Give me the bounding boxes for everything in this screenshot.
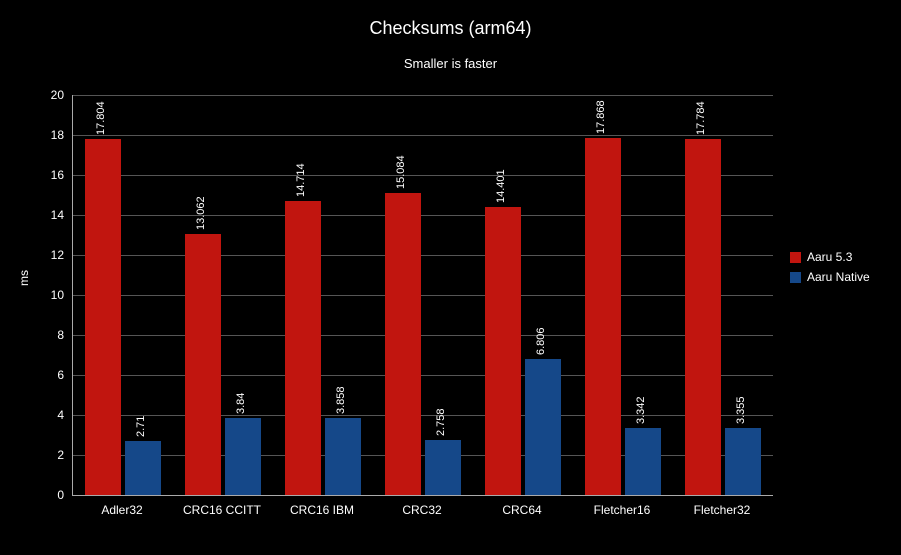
bar xyxy=(485,207,521,495)
bar xyxy=(125,441,161,495)
grid-line xyxy=(73,455,773,456)
y-tick-label: 4 xyxy=(57,408,64,422)
bar-value-label: 15.084 xyxy=(395,156,407,190)
y-axis-label: ms xyxy=(17,270,31,286)
bar-value-label: 3.355 xyxy=(735,396,747,424)
bar-value-label: 3.342 xyxy=(635,397,647,425)
bar xyxy=(585,138,621,495)
y-tick-label: 0 xyxy=(57,488,64,502)
legend: Aaru 5.3 Aaru Native xyxy=(790,250,870,290)
x-tick-label: CRC64 xyxy=(502,503,541,517)
bar xyxy=(725,428,761,495)
x-tick-label: CRC16 CCITT xyxy=(183,503,261,517)
chart-title: Checksums (arm64) xyxy=(0,18,901,39)
legend-label: Aaru Native xyxy=(807,270,870,284)
x-tick-label: Adler32 xyxy=(101,503,142,517)
bar-value-label: 13.062 xyxy=(195,196,207,230)
y-tick-label: 16 xyxy=(51,168,64,182)
x-tick-label: Fletcher16 xyxy=(594,503,651,517)
bar xyxy=(425,440,461,495)
plot-area: 17.804 2.71 13.062 3.84 14.714 3.858 15.084 2.7… xyxy=(72,95,773,496)
bar-value-label: 17.868 xyxy=(595,100,607,134)
bar-value-label: 3.84 xyxy=(235,393,247,414)
grid-line xyxy=(73,215,773,216)
bar xyxy=(325,418,361,495)
y-tick-label: 8 xyxy=(57,328,64,342)
bar-value-label: 17.784 xyxy=(695,102,707,136)
y-tick-label: 12 xyxy=(51,248,64,262)
bar xyxy=(85,139,121,495)
bar xyxy=(385,193,421,495)
chart-subtitle: Smaller is faster xyxy=(0,56,901,71)
legend-swatch xyxy=(790,272,801,283)
y-tick-label: 2 xyxy=(57,448,64,462)
bar xyxy=(685,139,721,495)
grid-line xyxy=(73,135,773,136)
grid-line xyxy=(73,415,773,416)
grid-line xyxy=(73,335,773,336)
grid-line xyxy=(73,175,773,176)
x-tick-label: Fletcher32 xyxy=(694,503,751,517)
bar xyxy=(625,428,661,495)
legend-item: Aaru 5.3 xyxy=(790,250,870,264)
y-tick-label: 14 xyxy=(51,208,64,222)
grid-line xyxy=(73,95,773,96)
y-tick-label: 6 xyxy=(57,368,64,382)
bar-value-label: 17.804 xyxy=(95,101,107,135)
y-tick-label: 20 xyxy=(51,88,64,102)
legend-label: Aaru 5.3 xyxy=(807,250,852,264)
bar-value-label: 2.71 xyxy=(135,415,147,436)
grid-line xyxy=(73,295,773,296)
bar xyxy=(185,234,221,495)
x-tick-label: CRC32 xyxy=(402,503,441,517)
chart-container: Checksums (arm64) Smaller is faster ms 1… xyxy=(0,0,901,555)
bar xyxy=(525,359,561,495)
bar-value-label: 14.714 xyxy=(295,163,307,197)
legend-swatch xyxy=(790,252,801,263)
y-tick-label: 10 xyxy=(51,288,64,302)
x-tick-label: CRC16 IBM xyxy=(290,503,354,517)
bar-value-label: 3.858 xyxy=(335,386,347,414)
legend-item: Aaru Native xyxy=(790,270,870,284)
bar xyxy=(285,201,321,495)
grid-line xyxy=(73,255,773,256)
bar xyxy=(225,418,261,495)
grid-line xyxy=(73,375,773,376)
y-tick-label: 18 xyxy=(51,128,64,142)
bar-value-label: 14.401 xyxy=(495,169,507,203)
bar-value-label: 6.806 xyxy=(535,327,547,355)
bar-value-label: 2.758 xyxy=(435,408,447,436)
